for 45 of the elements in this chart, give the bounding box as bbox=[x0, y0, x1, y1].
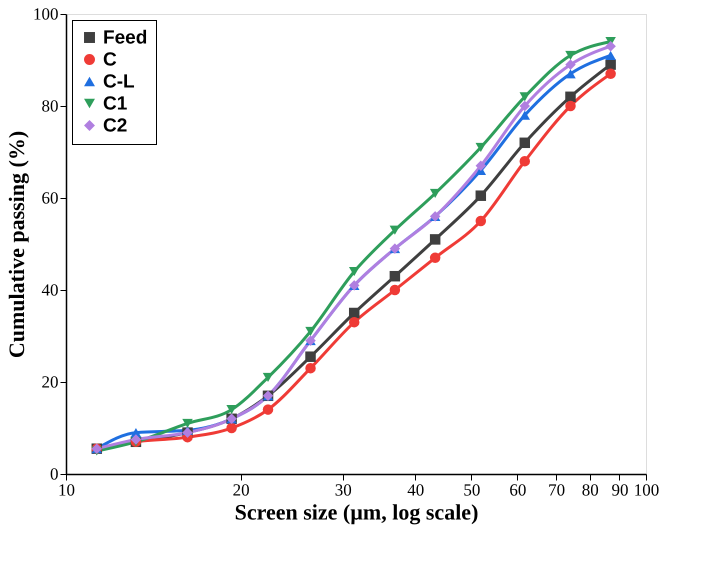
point bbox=[348, 267, 360, 276]
point bbox=[348, 316, 360, 328]
x-tick-label: 40 bbox=[407, 480, 424, 500]
x-tick-label: 20 bbox=[232, 480, 250, 500]
point bbox=[520, 100, 530, 112]
y-tick-label: 80 bbox=[42, 96, 58, 116]
y-tick-label: 0 bbox=[50, 464, 58, 484]
point bbox=[390, 284, 400, 296]
y-tick-label: 40 bbox=[42, 280, 58, 300]
x-tick-label: 100 bbox=[634, 480, 660, 500]
point bbox=[520, 138, 530, 148]
point bbox=[476, 160, 486, 172]
point bbox=[520, 156, 530, 166]
legend-label: Feed bbox=[103, 28, 148, 48]
point bbox=[605, 50, 616, 60]
point bbox=[348, 308, 360, 318]
point bbox=[520, 110, 530, 120]
point bbox=[520, 92, 530, 102]
y-tick-label: 20 bbox=[42, 372, 58, 392]
x-tick-label: 70 bbox=[548, 480, 566, 500]
point bbox=[605, 40, 616, 52]
x-tick-label: 90 bbox=[611, 480, 628, 500]
y-tick-label: 100 bbox=[33, 4, 58, 24]
y-tick-label: 60 bbox=[42, 188, 58, 208]
point bbox=[476, 216, 486, 226]
legend-label: C bbox=[103, 50, 117, 70]
legend-label: C1 bbox=[103, 94, 128, 114]
x-tick-label: 80 bbox=[582, 480, 599, 500]
legend-label: C-L bbox=[103, 72, 136, 92]
y-axis-title: Cumulative passing (%) bbox=[4, 130, 29, 358]
x-tick-label: 10 bbox=[58, 480, 75, 500]
point bbox=[605, 68, 616, 80]
point bbox=[476, 142, 486, 152]
point bbox=[262, 404, 274, 415]
point bbox=[262, 372, 274, 382]
x-tick-label: 50 bbox=[463, 480, 480, 500]
point bbox=[305, 362, 316, 374]
x-tick-label: 30 bbox=[334, 480, 352, 500]
legend-label: C2 bbox=[103, 116, 128, 136]
x-tick-label: 60 bbox=[509, 480, 526, 500]
point bbox=[305, 351, 316, 362]
point bbox=[390, 270, 400, 282]
point bbox=[305, 326, 316, 336]
x-axis-title: Screen size (µm, log scale) bbox=[234, 500, 478, 524]
point bbox=[476, 190, 486, 201]
